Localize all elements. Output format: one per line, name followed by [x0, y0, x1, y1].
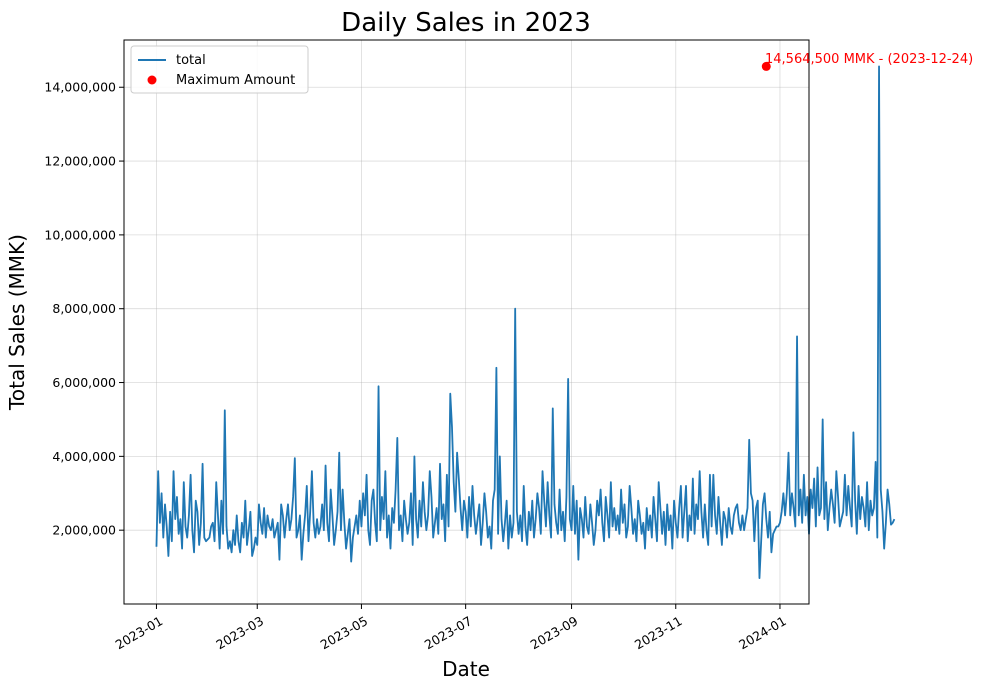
y-tick-label: 6,000,000: [52, 375, 116, 390]
legend-label-total: total: [176, 53, 206, 68]
x-axis-ticks: 2023-01 2023-03 2023-05 2023-07 2023-09 2023-…: [113, 604, 789, 652]
legend-box: [130, 45, 309, 94]
legend-marker-swatch: [147, 75, 157, 85]
x-tick-label: 2024-01: [736, 613, 789, 652]
max-point-marker: [761, 61, 771, 71]
chart-title: Daily Sales in 2023: [341, 8, 591, 38]
plot-frame: [123, 39, 810, 605]
legend: total Maximum Amount: [130, 45, 309, 94]
x-tick-label: 2023-03: [213, 613, 266, 652]
legend-label-maximum: Maximum Amount: [176, 73, 295, 88]
series-line-total: [155, 65, 896, 580]
x-tick-label: 2023-07: [422, 613, 475, 652]
x-tick-label: 2023-05: [318, 613, 371, 652]
grid-layer: [124, 40, 809, 604]
x-tick-label: 2023-09: [528, 613, 581, 652]
x-tick-label: 2023-01: [113, 613, 166, 652]
y-tick-label: 8,000,000: [52, 301, 116, 316]
y-tick-label: 4,000,000: [52, 449, 116, 464]
marker-layer: [761, 61, 771, 71]
y-tick-label: 12,000,000: [44, 154, 116, 169]
y-tick-label: 2,000,000: [52, 523, 116, 538]
y-tick-label: 14,000,000: [44, 80, 116, 95]
y-axis-ticks: 2,000,000 4,000,000 6,000,000 8,000,000 10,0…: [44, 80, 124, 538]
x-tick-label: 2023-11: [632, 613, 685, 652]
x-axis-label: Date: [442, 657, 490, 681]
y-tick-label: 10,000,000: [44, 227, 116, 242]
max-annotation: 14,564,500 MMK - (2023-12-24): [765, 52, 973, 67]
series-layer: [155, 65, 896, 580]
y-axis-label: Total Sales (MMK): [5, 234, 29, 411]
